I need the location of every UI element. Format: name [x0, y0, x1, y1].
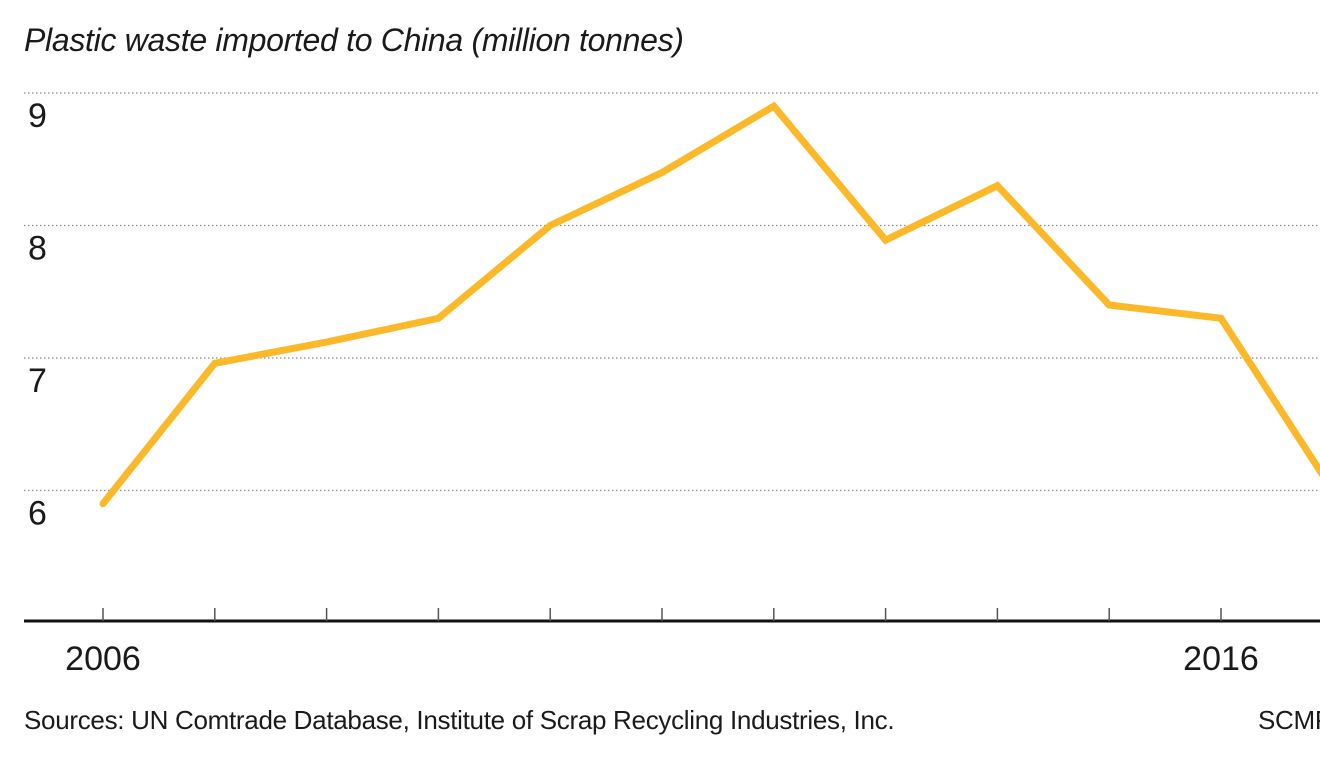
source-note: Sources: UN Comtrade Database, Institute…	[24, 705, 895, 735]
y-axis-ticks: 6 7 8 9	[28, 97, 47, 533]
y-tick-label-7: 7	[28, 362, 47, 400]
chart-title: Plastic waste imported to China (million…	[24, 22, 684, 58]
series-line-0	[99, 101, 1320, 508]
gridlines	[24, 92, 1320, 492]
credit-label: SCMP	[1258, 705, 1320, 735]
x-tick-label-2016: 2016	[1183, 640, 1259, 678]
y-tick-label-8: 8	[28, 230, 47, 268]
x-axis-ticks: 2006 2016	[65, 608, 1259, 678]
x-tick-label-2006: 2006	[65, 640, 141, 678]
series-layer	[99, 101, 1320, 508]
y-tick-label-6: 6	[28, 495, 47, 533]
y-tick-label-9: 9	[28, 97, 47, 135]
